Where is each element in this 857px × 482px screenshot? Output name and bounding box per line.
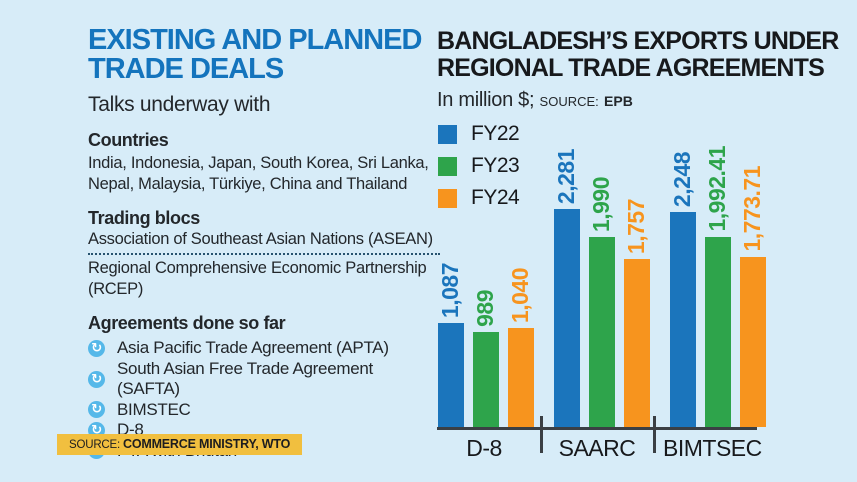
agreement-item: ↻ BIMSTEC	[88, 400, 440, 421]
chart-source-value: EPB	[604, 93, 633, 109]
bar-value-label: 1,757	[623, 198, 649, 254]
bar-value-label: 1,040	[507, 267, 533, 323]
legend-label: FY24	[471, 186, 520, 209]
legend-swatch	[438, 156, 457, 176]
bar-cell: 2,281	[553, 149, 580, 427]
bar-value-label: 1,087	[437, 262, 463, 318]
circular-arrow-icon: ↻	[88, 370, 105, 388]
x-axis-label-d-8: D-8	[466, 435, 502, 461]
countries-heading: Countries	[88, 130, 169, 150]
bar-value-label: 2,281	[553, 148, 579, 204]
chart-unit: In million $;	[437, 89, 535, 111]
bar-value-label: 1,773.71	[739, 166, 765, 252]
countries-text: India, Indonesia, Japan, South Korea, Sr…	[88, 154, 429, 193]
bar-cell: 1,992.41	[704, 146, 731, 427]
legend-swatch	[438, 124, 457, 144]
bloc-asean: Association of Southeast Asian Nations (…	[88, 229, 440, 255]
chart-title-line2: REGIONAL TRADE AGREEMENTS	[437, 54, 825, 82]
bar-fy24-bimtsec	[739, 257, 766, 427]
bar-cell: 989	[472, 290, 499, 427]
agreement-item: ↻ South Asian Free Trade Agreement (SAFTA…	[88, 359, 440, 400]
bar-value-label: 2,248	[669, 151, 695, 207]
bar-fy23-bimtsec	[704, 237, 731, 427]
bar-group-d-8: 1,087 989 1,040	[437, 263, 534, 427]
left-title-line2: TRADE DEALS	[88, 53, 284, 85]
left-source-label: SOURCE:	[69, 439, 120, 451]
left-subtitle: Talks underway with	[88, 93, 271, 116]
trading-blocs-heading: Trading blocs	[88, 208, 200, 228]
circular-arrow-icon: ↻	[88, 339, 105, 357]
circular-arrow-icon: ↻	[88, 401, 105, 419]
bar-cell: 1,757	[623, 199, 650, 427]
bar-fy24-d-8	[507, 328, 534, 427]
agreements-heading: Agreements done so far	[88, 313, 286, 333]
left-title-line1: EXISTING AND PLANNED	[88, 24, 422, 56]
bar-value-label: 989	[472, 290, 498, 327]
chart-legend: FY22 FY23 FY24	[438, 122, 520, 210]
bar-group-bimtsec: 2,248 1,992.41 1,773.71	[669, 146, 766, 427]
bar-fy22-bimtsec	[669, 212, 696, 427]
chart-panel: BANGLADESH’S EXPORTS UNDER REGIONAL TRAD…	[437, 28, 849, 482]
x-axis-label-bimtsec: BIMTSEC	[663, 435, 762, 461]
left-panel: EXISTING AND PLANNED TRADE DEALS Talks u…	[88, 26, 440, 461]
bar-value-label: 1,992.41	[704, 146, 730, 232]
chart-title-line1: BANGLADESH’S EXPORTS UNDER	[437, 27, 839, 55]
bar-fy23-saarc	[588, 237, 615, 427]
agreement-label: Asia Pacific Trade Agreement (APTA)	[117, 338, 389, 357]
chart-title: BANGLADESH’S EXPORTS UNDER REGIONAL TRAD…	[437, 28, 849, 82]
legend-item: FY24	[438, 186, 520, 210]
bar-cell: 1,990	[588, 177, 615, 427]
left-panel-title: EXISTING AND PLANNED TRADE DEALS	[88, 26, 440, 84]
bar-value-label: 1,990	[588, 176, 614, 232]
chart-source-label: SOURCE:	[539, 94, 599, 109]
bar-group-saarc: 2,281 1,990 1,757	[553, 149, 650, 427]
bloc-rcep: Regional Comprehensive Economic Partners…	[88, 259, 427, 298]
x-axis-label-saarc: SAARC	[558, 435, 636, 461]
bar-cell: 1,040	[507, 268, 534, 427]
legend-label: FY22	[471, 122, 520, 145]
legend-item: FY23	[438, 154, 520, 178]
bar-cell: 1,773.71	[739, 166, 766, 427]
agreement-label: BIMSTEC	[117, 399, 191, 419]
bar-fy24-saarc	[623, 259, 650, 427]
bar-fy23-d-8	[472, 332, 499, 427]
bar-cell: 1,087	[437, 263, 464, 427]
bar-fy22-saarc	[553, 209, 580, 427]
bar-fy22-d-8	[437, 323, 464, 427]
legend-item: FY22	[438, 122, 520, 146]
bar-chart: FY22 FY23 FY24 1,087 989 1,040 2,281 1,990 1,75…	[437, 120, 766, 482]
chart-unit-line: In million $; SOURCE: EPB	[437, 89, 849, 112]
x-axis-labels: D-8 SAARC BIMTSEC	[437, 435, 762, 462]
bars-area: 1,087 989 1,040 2,281 1,990 1,757 2,248 1,992.4…	[437, 120, 766, 430]
legend-label: FY23	[471, 154, 520, 177]
group-divider	[653, 416, 656, 453]
agreement-label: South Asian Free Trade Agreement (SAFTA)	[117, 358, 373, 399]
legend-swatch	[438, 188, 457, 208]
left-source-tag: SOURCE: COMMERCE MINISTRY, WTO	[57, 434, 303, 455]
agreement-item: ↻ Asia Pacific Trade Agreement (APTA)	[88, 338, 440, 359]
group-divider	[540, 416, 543, 453]
left-source-value: COMMERCE MINISTRY, WTO	[123, 437, 291, 451]
bar-cell: 2,248	[669, 152, 696, 427]
